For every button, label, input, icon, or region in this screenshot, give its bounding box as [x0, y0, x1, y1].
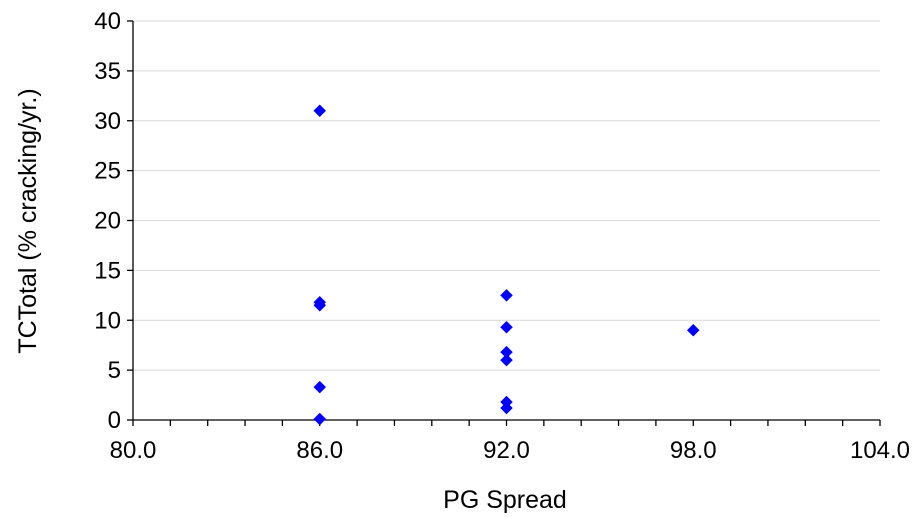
data-point-2: [313, 298, 327, 312]
x-tick-label-0: 80.0: [110, 437, 157, 464]
x-axis-label: PG Spread: [443, 486, 567, 514]
data-point-10: [500, 401, 513, 415]
y-tick-label-4: 20: [94, 208, 121, 235]
gridlines: [133, 20, 880, 371]
y-tick-label-0: 0: [108, 407, 121, 434]
y-axis-label: TCTotal (% cracking/yr.): [14, 88, 42, 353]
y-tick-label-5: 25: [94, 158, 121, 185]
data-point-3: [313, 380, 327, 394]
y-tick-label-2: 10: [94, 307, 121, 334]
x-tick-label-4: 104.0: [850, 437, 910, 464]
x-tick-label-1: 86.0: [296, 437, 343, 464]
y-tick-label-7: 35: [94, 58, 121, 85]
x-tick-label-2: 92.0: [483, 437, 530, 464]
data-points: [313, 104, 700, 426]
data-point-6: [500, 320, 513, 334]
y-axis-ticks: 0 5 10 15 20 25 30 35 40: [94, 8, 133, 434]
data-point-4: [313, 412, 327, 426]
y-tick-label-6: 30: [94, 108, 121, 135]
y-tick-label-1: 5: [108, 357, 121, 384]
data-point-11: [686, 323, 700, 337]
data-point-5: [500, 288, 513, 302]
x-axis-ticks: 80.0 86.0 92.0 98.0 104.0: [110, 420, 910, 464]
data-point-8: [500, 353, 513, 367]
x-tick-label-3: 98.0: [670, 437, 717, 464]
y-tick-label-8: 40: [94, 8, 121, 35]
data-point-0: [313, 104, 327, 118]
y-tick-label-3: 15: [94, 257, 121, 284]
